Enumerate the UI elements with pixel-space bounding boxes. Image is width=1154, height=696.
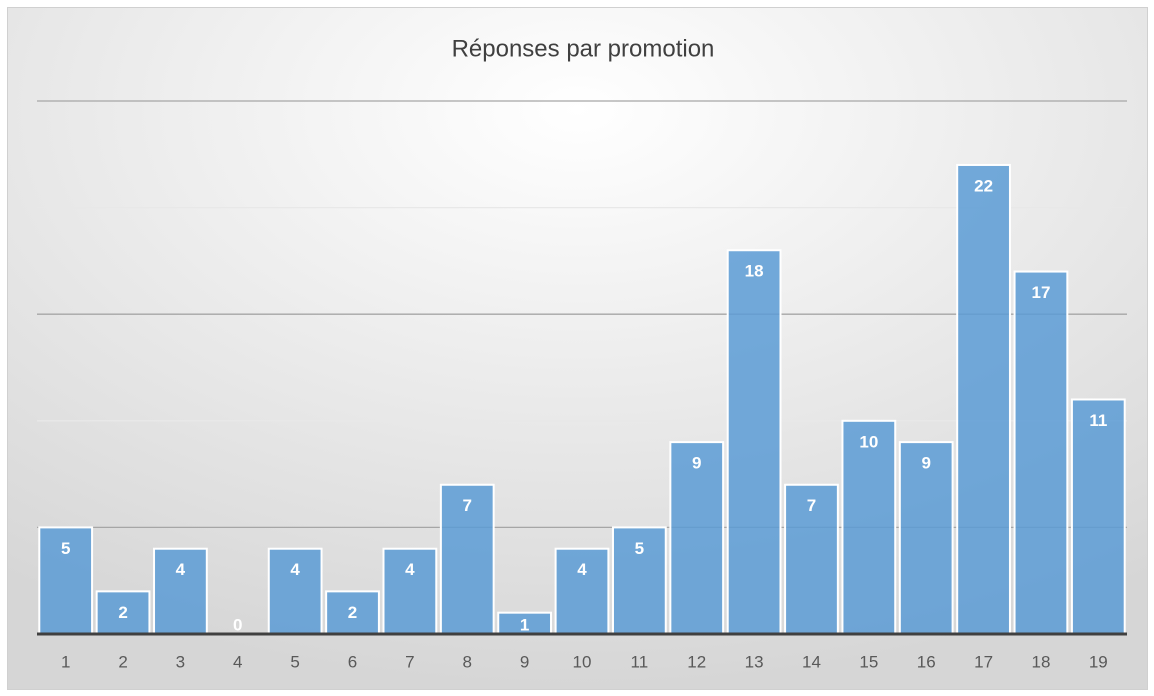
- data-label: 5: [61, 539, 70, 558]
- bar: [1013, 270, 1069, 635]
- x-tick-label: 5: [290, 652, 299, 671]
- data-label: 18: [745, 262, 764, 281]
- data-label: 4: [176, 560, 186, 579]
- data-label: 2: [118, 603, 127, 622]
- bar: [611, 526, 667, 636]
- data-label: 17: [1031, 283, 1050, 302]
- x-tick-label: 2: [118, 652, 127, 671]
- x-tick-label: 7: [405, 652, 414, 671]
- data-label: 4: [290, 560, 300, 579]
- x-tick-label: 9: [520, 652, 529, 671]
- data-label: 10: [859, 432, 878, 451]
- data-label: 7: [807, 496, 816, 515]
- x-tick-label: 13: [745, 652, 764, 671]
- x-tick-label: 1: [61, 652, 70, 671]
- data-label: 4: [405, 560, 415, 579]
- data-label: 4: [577, 560, 587, 579]
- x-tick-label: 15: [859, 652, 878, 671]
- bar: [669, 441, 725, 635]
- data-label: 7: [463, 496, 472, 515]
- bar: [841, 419, 897, 635]
- bar: [956, 163, 1011, 636]
- data-label: 0: [233, 615, 242, 634]
- data-label: 9: [921, 454, 930, 473]
- data-label: 2: [348, 603, 357, 622]
- data-label: 5: [635, 539, 644, 558]
- bar: [439, 483, 495, 636]
- x-tick-label: 4: [233, 652, 242, 671]
- x-tick-label: 19: [1089, 652, 1108, 671]
- x-tick-label: 6: [348, 652, 357, 671]
- x-tick-label: 11: [631, 652, 649, 671]
- bar: [267, 547, 323, 635]
- data-label: 11: [1089, 411, 1107, 430]
- x-tick-label: 18: [1031, 652, 1050, 671]
- x-tick-label: 16: [917, 652, 936, 671]
- bar: [726, 249, 782, 636]
- bar: [1070, 398, 1126, 636]
- data-label: 1: [520, 615, 529, 634]
- x-tick-label: 8: [463, 652, 472, 671]
- data-label: 22: [974, 176, 993, 195]
- bar: [95, 590, 151, 635]
- bar: [325, 590, 380, 635]
- x-tick-label: 14: [802, 652, 821, 671]
- x-tick-label: 17: [974, 652, 993, 671]
- bar: [382, 547, 438, 635]
- chart-title: Réponses par promotion: [452, 35, 715, 62]
- x-tick-label: 3: [176, 652, 185, 671]
- data-label: 9: [692, 454, 701, 473]
- x-tick-label: 10: [573, 652, 592, 671]
- bar: [153, 547, 208, 635]
- x-tick-label: 12: [687, 652, 706, 671]
